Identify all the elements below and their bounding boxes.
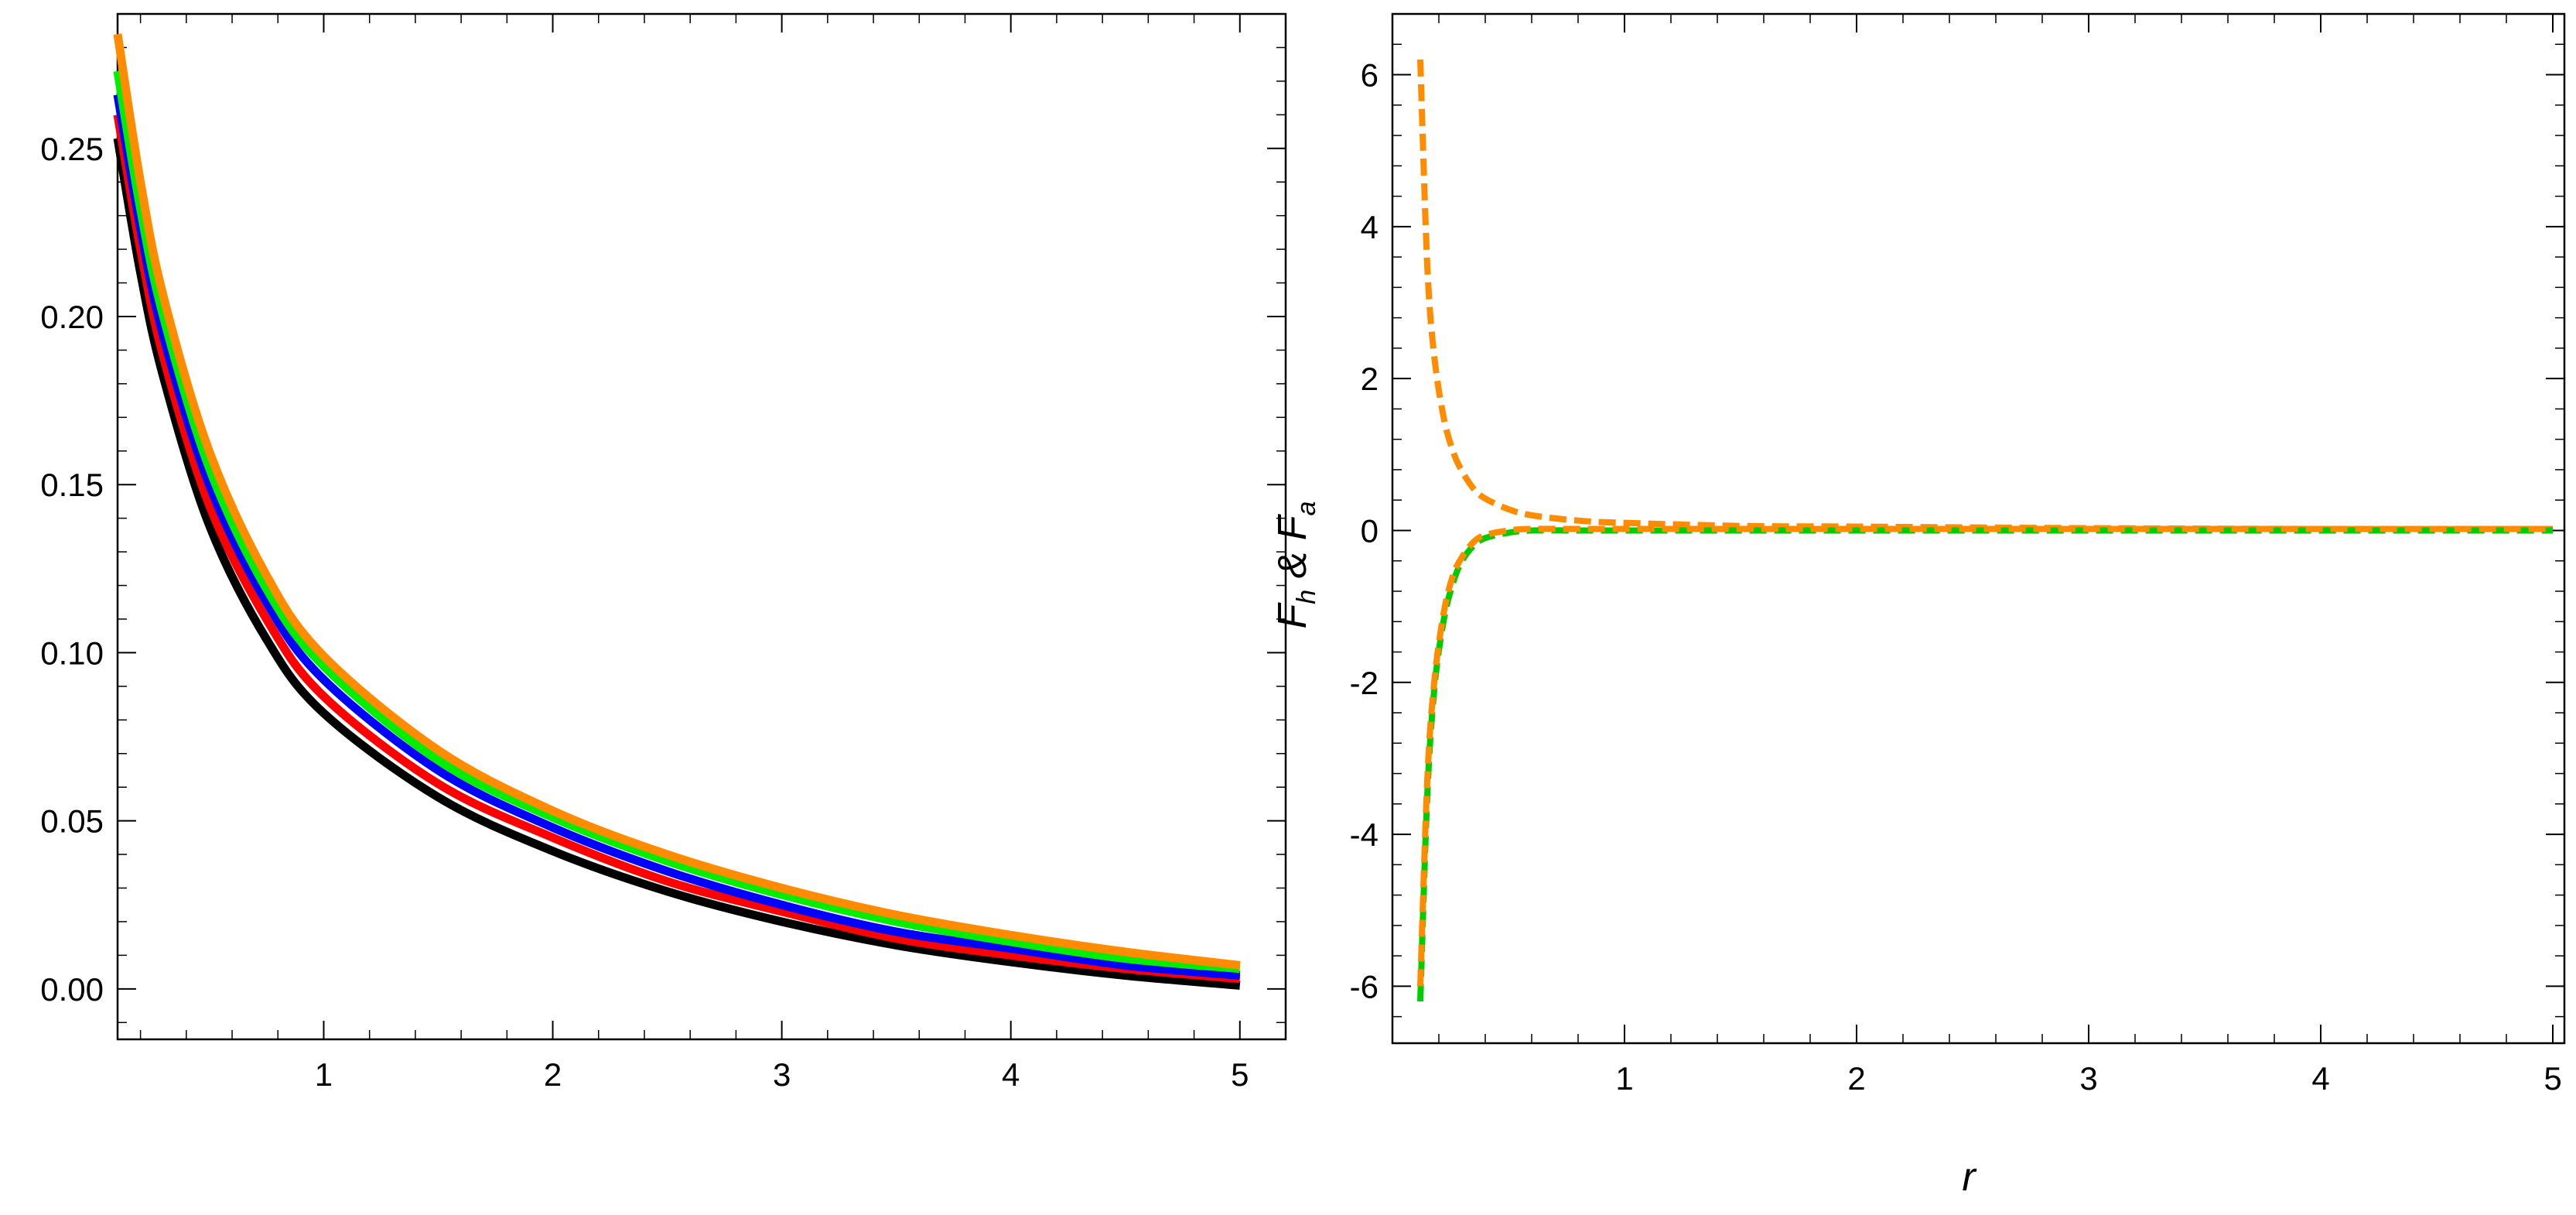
left-x-tick-label: 3 xyxy=(773,1056,791,1093)
left-x-tick-label: 4 xyxy=(1002,1056,1020,1093)
right-series-line-1 xyxy=(1417,59,2554,532)
left-series-group xyxy=(113,33,1241,990)
right-series-line-3 xyxy=(1417,525,2553,987)
left-y-tick-label: 0.25 xyxy=(40,131,104,167)
left-series-line-1 xyxy=(113,137,1241,990)
left-y-tick-label: 0.20 xyxy=(40,299,104,335)
right-y-tick-label: 6 xyxy=(1361,57,1379,94)
right-y-tick-label: 2 xyxy=(1361,361,1379,397)
right-y-axis-label: Fh & Fa xyxy=(1270,501,1321,629)
right-y-tick-label: -6 xyxy=(1350,968,1379,1005)
left-x-tick-label: 5 xyxy=(1231,1056,1249,1093)
right-y-tick-label: 0 xyxy=(1361,512,1379,549)
right-series-line-2 xyxy=(1417,527,2553,1002)
left-y-tick-label: 0.00 xyxy=(40,971,104,1008)
left-y-tick-label: 0.05 xyxy=(40,803,104,840)
right-y-tick-label: -4 xyxy=(1350,816,1379,853)
left-y-tick-label: 0.15 xyxy=(40,467,104,503)
right-x-tick-label: 4 xyxy=(2311,1060,2329,1097)
right-chart: 1 2 3 4 5 -6 -4 -2 0 2 4 6 r Fh & Fa xyxy=(1270,12,2566,1200)
left-chart: 1 2 3 4 5 0.00 0.05 0.10 0.15 0.20 0.25 xyxy=(40,12,1287,1093)
left-plot-frame xyxy=(116,12,1287,1041)
right-y-tick-label: 4 xyxy=(1361,209,1379,245)
right-x-tick-label: 1 xyxy=(1615,1060,1633,1097)
left-x-tick-label: 1 xyxy=(315,1056,333,1093)
right-x-tick-label: 2 xyxy=(1847,1060,1865,1097)
left-x-tick-label: 2 xyxy=(544,1056,562,1093)
right-y-tick-label: -2 xyxy=(1350,665,1379,701)
left-series-line-3 xyxy=(113,94,1241,980)
right-x-axis-label: r xyxy=(1962,1155,1977,1200)
left-series-line-5 xyxy=(113,33,1241,970)
left-y-tick-label: 0.10 xyxy=(40,635,104,671)
right-plot-frame xyxy=(1391,12,2566,1045)
left-series-line-2 xyxy=(113,114,1241,984)
right-x-tick-label: 5 xyxy=(2544,1060,2561,1097)
right-series-group xyxy=(1417,59,2554,1002)
right-x-tick-label: 3 xyxy=(2079,1060,2097,1097)
right-axis-ticks: 1 2 3 4 5 -6 -4 -2 0 2 4 6 xyxy=(1350,13,2564,1097)
left-series-line-4 xyxy=(113,70,1241,974)
